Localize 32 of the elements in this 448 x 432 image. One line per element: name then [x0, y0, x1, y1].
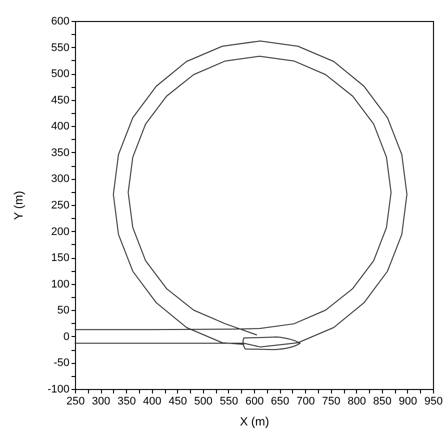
x-tick-label: 250 [66, 396, 85, 408]
y-tick-label: 400 [51, 120, 70, 133]
x-tick-label: 800 [348, 396, 366, 408]
y-tick-label: 100 [51, 278, 70, 290]
x-tick-label: 300 [92, 396, 110, 408]
x-tick-label: 600 [245, 396, 264, 408]
x-tick-label: 450 [168, 396, 187, 408]
y-tick-label: 350 [51, 146, 70, 159]
y-tick-label: 500 [51, 68, 70, 80]
x-tick-label: 550 [220, 396, 238, 408]
x-tick-label: 950 [424, 396, 443, 408]
x-tick-label: 850 [373, 396, 392, 408]
x-tick-label: 900 [398, 396, 418, 408]
y-tick-label: 300 [51, 173, 70, 186]
x-tick-label: 650 [270, 396, 290, 408]
y-tick-label: 0 [63, 330, 70, 343]
y-tick-label: -50 [54, 357, 70, 370]
y-tick-label: -100 [47, 384, 70, 396]
x-tick-label: 500 [194, 396, 213, 408]
x-tick-label: 400 [143, 396, 162, 408]
y-tick-label: 250 [51, 200, 70, 212]
x-tick-label: 700 [296, 396, 315, 408]
y-tick-label: 50 [57, 304, 70, 317]
y-tick-label: 550 [51, 42, 70, 54]
y-tick-label: 150 [51, 252, 70, 264]
y-axis-title: Y (m) [11, 190, 26, 220]
x-axis-title: X (m) [240, 414, 270, 428]
y-tick-label: 600 [51, 16, 70, 28]
x-tick-label: 750 [322, 396, 340, 408]
y-tick-label: 450 [51, 94, 70, 106]
y-tick-label: 200 [51, 226, 70, 238]
x-tick-label: 350 [117, 396, 136, 408]
